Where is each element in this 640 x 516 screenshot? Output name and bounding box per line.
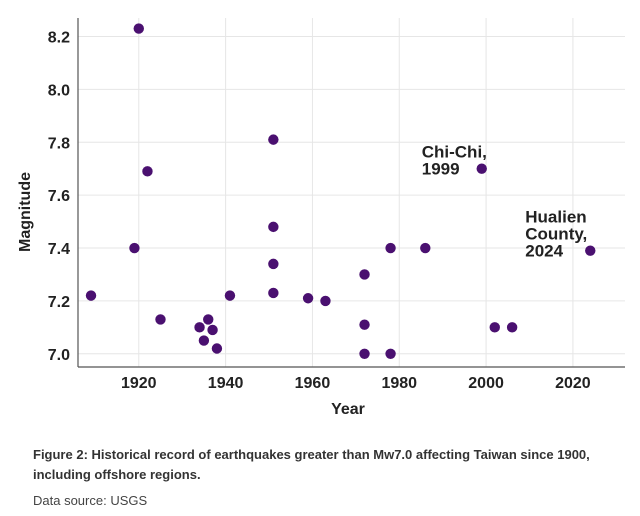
data-point	[506, 322, 518, 333]
data-point	[268, 258, 279, 270]
y-tick-label: 7.8	[48, 135, 70, 152]
data-point	[359, 348, 370, 359]
data-point	[385, 348, 396, 359]
x-tick-label: 1960	[295, 375, 331, 392]
data-source: Data source: USGS	[33, 493, 148, 508]
data-point	[211, 343, 223, 354]
y-tick-label: 7.6	[48, 188, 70, 205]
data-point	[489, 322, 500, 333]
data-point	[85, 290, 97, 301]
y-tick-label: 8.2	[48, 30, 70, 47]
scatter-chart: 1920 1940 1960 1980 2000 2020 7.0 7.2 7.4 7.6 7.8…	[17, 18, 625, 418]
x-tick-label: 1980	[381, 375, 417, 392]
annotation-label: Chi-Chi,	[422, 143, 487, 162]
annotation-label: County,	[525, 225, 587, 244]
y-tick-label: 8.0	[48, 82, 70, 99]
data-point	[359, 319, 370, 330]
y-axis-title: Magnitude	[17, 172, 34, 252]
data-point	[420, 242, 431, 254]
data-point	[268, 287, 279, 299]
annotation-label: Hualien	[525, 208, 586, 227]
x-tick-label: 2000	[468, 375, 504, 392]
figure-caption: Figure 2: Historical record of earthquak…	[33, 447, 590, 482]
data-point	[198, 335, 210, 346]
data-point	[194, 322, 205, 333]
annotation-label: 1999	[422, 160, 460, 179]
x-tick-label: 2020	[555, 375, 591, 392]
y-tick-label: 7.0	[48, 347, 70, 364]
data-point	[385, 242, 396, 254]
data-point	[476, 163, 487, 174]
data-point	[302, 293, 314, 304]
data-point	[268, 134, 279, 145]
x-tick-label: 1940	[208, 375, 244, 392]
x-tick-labels: 1920 1940 1960 1980 2000 2020	[121, 375, 591, 392]
axes	[77, 18, 625, 368]
data-point	[142, 166, 153, 177]
annotation-label: 2024	[525, 242, 563, 261]
data-point	[207, 324, 218, 336]
data-point	[224, 290, 236, 301]
x-tick-label: 1920	[121, 375, 157, 392]
data-points	[85, 23, 596, 359]
data-point	[268, 221, 279, 233]
gridlines	[78, 18, 625, 367]
x-axis-title: Year	[331, 401, 365, 418]
data-point	[155, 314, 166, 325]
y-tick-labels: 7.0 7.2 7.4 7.6 7.8 8.0 8.2	[48, 30, 70, 364]
data-point	[203, 314, 214, 325]
data-point	[359, 269, 370, 280]
data-point	[129, 242, 140, 254]
data-point	[320, 295, 331, 307]
y-tick-label: 7.2	[48, 294, 70, 311]
data-point	[585, 245, 596, 256]
y-tick-label: 7.4	[48, 241, 70, 258]
data-point	[133, 23, 144, 34]
